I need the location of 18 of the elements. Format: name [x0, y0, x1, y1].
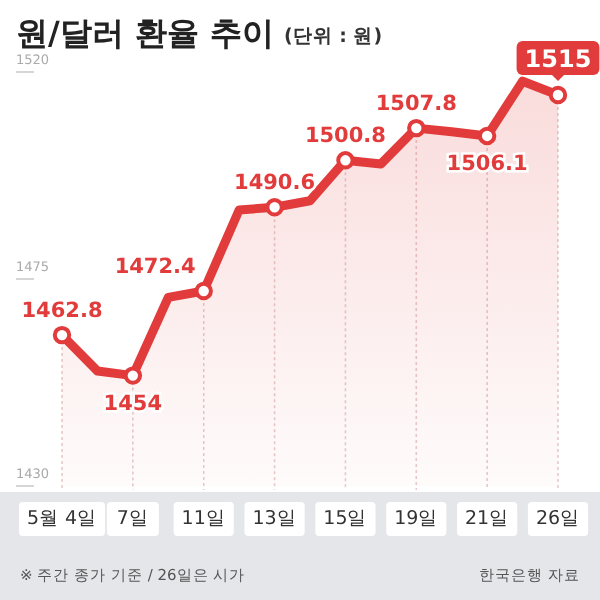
- x-tick-label: 26일: [535, 508, 581, 530]
- data-label: 1454: [103, 391, 163, 416]
- data-label: 1507.8: [375, 92, 457, 117]
- x-tick-label: 15일: [323, 508, 368, 530]
- x-tick-label: 21일: [465, 508, 510, 530]
- data-label: 1515: [524, 45, 592, 73]
- data-label: 1500.8: [304, 124, 386, 149]
- x-tick-label: 19일: [394, 508, 439, 530]
- chart-subtitle: (단위 : 원): [283, 26, 383, 48]
- data-label: 1490.6: [234, 171, 316, 196]
- chart-title: 원/달러 환율 추이: [16, 14, 274, 52]
- data-label: 1462.8: [21, 299, 103, 324]
- data-label: 1506.1: [446, 151, 528, 176]
- x-tick-label: 13일: [252, 508, 297, 530]
- x-tick-label: 11일: [181, 508, 226, 530]
- x-tick-label: 5월 4일: [26, 508, 98, 530]
- data-label: 1472.4: [114, 254, 196, 279]
- x-tick-label: 7일: [116, 508, 149, 530]
